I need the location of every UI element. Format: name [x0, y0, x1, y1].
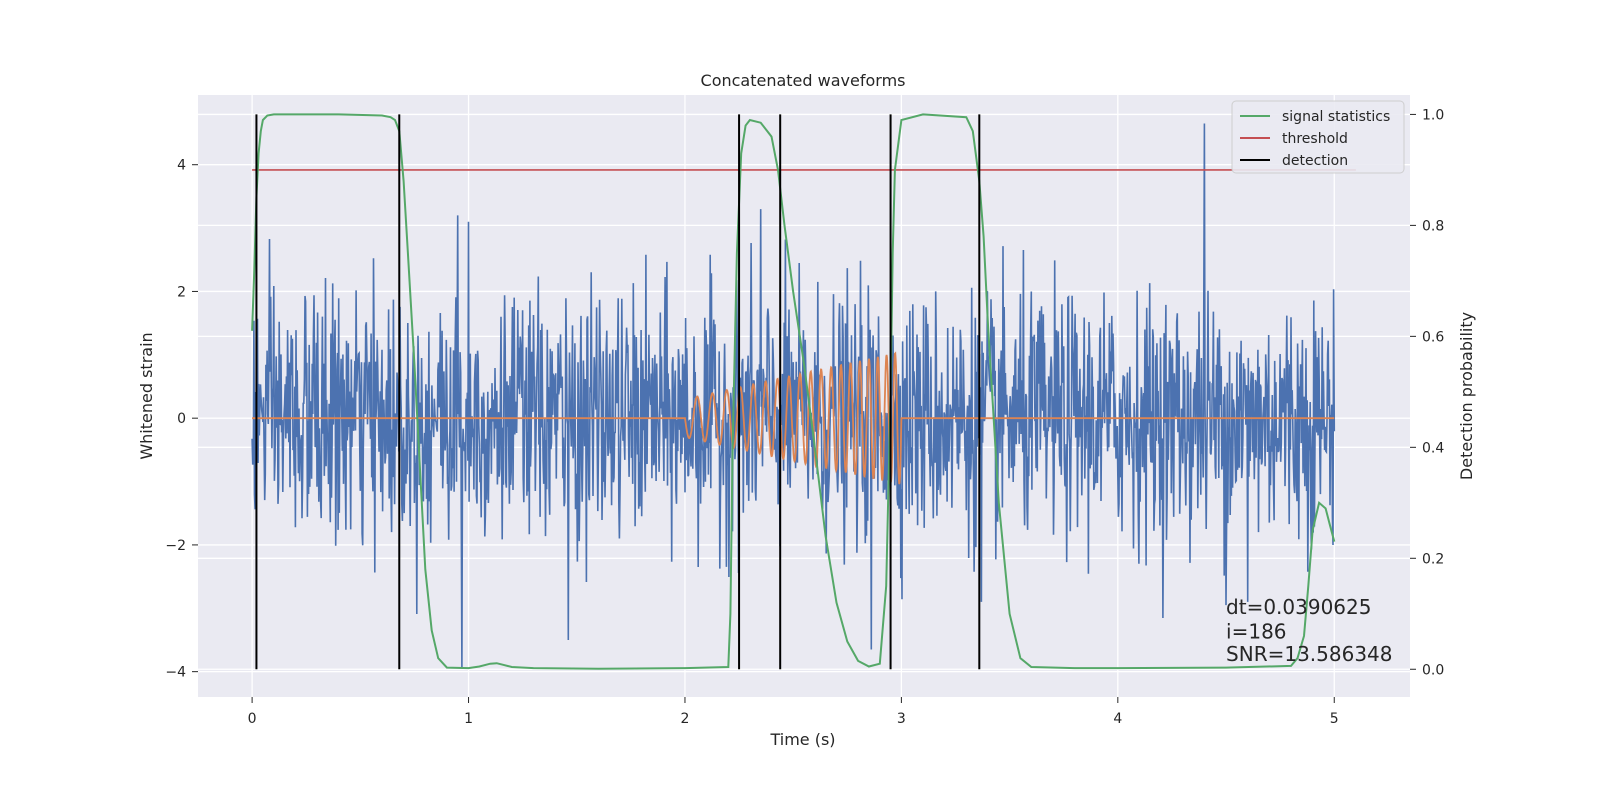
axes: 0 1 2 3 4 5 −4 −2 0 2 4 0.0 0.2 0.4 0.6 0.8 1.0 — [165, 107, 1444, 727]
legend-label: detection — [1282, 153, 1348, 169]
y-left-tick-label: 0 — [177, 411, 186, 427]
y-right-tick-label: 0.6 — [1422, 329, 1444, 345]
x-axis-label: Time (s) — [769, 730, 835, 749]
injection-line — [252, 351, 1335, 485]
y-axis-right-label: Detection probability — [1457, 312, 1476, 480]
y-left-tick-label: −2 — [165, 538, 186, 554]
y-left-tick-label: 4 — [177, 158, 186, 174]
strain-line — [251, 123, 1336, 669]
y-right-tick-label: 0.0 — [1422, 662, 1444, 678]
x-tick-label: 3 — [897, 711, 906, 727]
x-tick-label: 0 — [248, 711, 257, 727]
y-left-tick-label: 2 — [177, 284, 186, 300]
y-right-tick-label: 0.8 — [1422, 218, 1444, 234]
annotation-text: i=186 — [1226, 620, 1287, 644]
legend-box — [1231, 100, 1405, 174]
y-right-tick-label: 0.4 — [1422, 440, 1444, 456]
x-tick-label: 5 — [1330, 711, 1339, 727]
x-tick-label: 4 — [1113, 711, 1122, 727]
legend-label: signal statistics — [1282, 109, 1390, 125]
y-right-tick-label: 0.2 — [1422, 551, 1444, 567]
x-tick-label: 1 — [464, 711, 473, 727]
legend-label: threshold — [1282, 131, 1348, 147]
legend: signal statistics threshold detection — [1231, 100, 1405, 174]
annotation-text: dt=0.0390625 — [1226, 595, 1371, 619]
y-axis-left-label: Whitened strain — [137, 332, 156, 459]
x-tick-label: 2 — [681, 711, 690, 727]
y-left-tick-label: −4 — [165, 665, 186, 681]
chart-title: Concatenated waveforms — [701, 71, 906, 90]
series-layer — [251, 113, 1356, 670]
annotation-text: SNR=13.586348 — [1226, 642, 1392, 666]
y-right-tick-label: 1.0 — [1422, 107, 1444, 123]
